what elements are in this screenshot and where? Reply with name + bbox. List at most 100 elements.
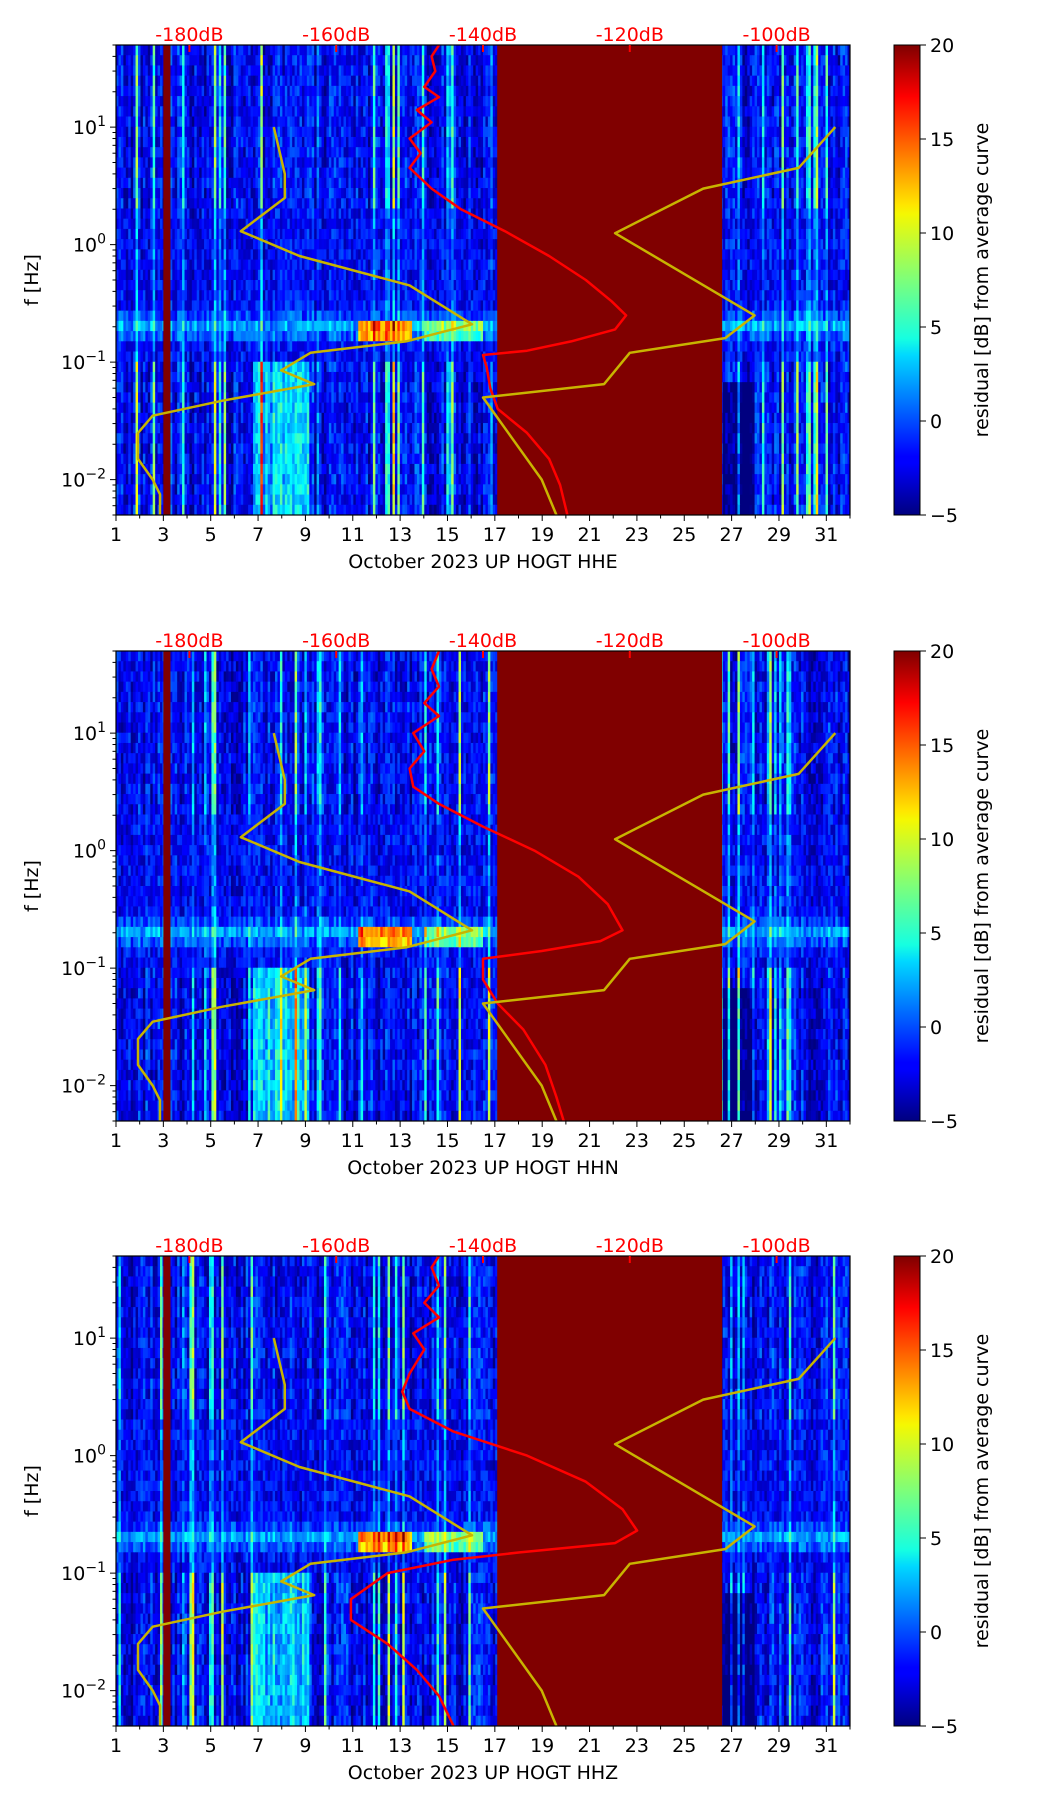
heatmap-cell	[177, 55, 180, 66]
heatmap-cell	[290, 137, 293, 148]
heatmap-cell	[246, 117, 249, 128]
heatmap-cell	[339, 127, 342, 138]
heatmap-cell	[199, 106, 202, 117]
heatmap-cell	[246, 86, 249, 97]
heatmap-cell	[211, 96, 214, 107]
heatmap-cell	[344, 106, 347, 117]
heatmap-cell	[231, 76, 234, 87]
heatmap-cell	[772, 65, 775, 76]
heatmap-cell	[828, 96, 831, 107]
heatmap-cell	[202, 65, 205, 76]
heatmap-cell	[767, 106, 770, 117]
heatmap-cell	[417, 117, 420, 128]
heatmap-cell	[344, 76, 347, 87]
heatmap-cell	[307, 55, 310, 66]
heatmap-cell	[806, 127, 809, 138]
heatmap-cell	[341, 96, 344, 107]
heatmap-cell	[794, 45, 797, 56]
heatmap-cell	[233, 137, 236, 148]
heatmap-cell	[258, 86, 261, 97]
heatmap-cell	[348, 76, 351, 87]
heatmap-cell	[287, 45, 290, 56]
heatmap-cell	[830, 106, 833, 117]
heatmap-cell	[231, 106, 234, 117]
heatmap-cell	[185, 55, 188, 66]
heatmap-cell	[172, 96, 175, 107]
heatmap-cell	[131, 86, 134, 97]
heatmap-cell	[378, 45, 381, 56]
heatmap-cell	[476, 127, 479, 138]
heatmap-cell	[346, 96, 349, 107]
heatmap-cell	[400, 45, 403, 56]
heatmap-cell	[759, 65, 762, 76]
heatmap-cell	[725, 76, 728, 87]
heatmap-cell	[826, 76, 829, 87]
heatmap-cell	[361, 137, 364, 148]
heatmap-cell	[485, 86, 488, 97]
heatmap-cell	[476, 86, 479, 97]
heatmap-cell	[400, 106, 403, 117]
heatmap-cell	[236, 127, 239, 138]
heatmap-cell	[446, 127, 449, 138]
heatmap-cell	[762, 65, 765, 76]
heatmap-cell	[427, 55, 430, 66]
heatmap-cell	[253, 55, 256, 66]
heatmap-cell	[463, 137, 466, 148]
heatmap-cell	[334, 76, 337, 87]
heatmap-cell	[806, 55, 809, 66]
heatmap-cell	[828, 65, 831, 76]
heatmap-cell	[361, 55, 364, 66]
heatmap-cell	[211, 45, 214, 56]
heatmap-cell	[207, 106, 210, 117]
heatmap-cell	[400, 117, 403, 128]
heatmap-cell	[801, 117, 804, 128]
heatmap-cell	[750, 117, 753, 128]
heatmap-cell	[319, 127, 322, 138]
heatmap-cell	[444, 45, 447, 56]
heatmap-cell	[750, 106, 753, 117]
heatmap-cell	[461, 117, 464, 128]
heatmap-cell	[816, 106, 819, 117]
heatmap-cell	[238, 117, 241, 128]
heatmap-cell	[270, 117, 273, 128]
heatmap-cell	[838, 106, 841, 117]
heatmap-cell	[229, 96, 232, 107]
heatmap-cell	[466, 127, 469, 138]
heatmap-cell	[777, 65, 780, 76]
heatmap-cell	[226, 96, 229, 107]
heatmap-cell	[248, 127, 251, 138]
heatmap-cell	[172, 127, 175, 138]
heatmap-cell	[737, 106, 740, 117]
heatmap-cell	[723, 76, 726, 87]
heatmap-cell	[845, 45, 848, 56]
heatmap-cell	[280, 117, 283, 128]
heatmap-cell	[172, 137, 175, 148]
heatmap-cell	[118, 65, 121, 76]
heatmap-cell	[236, 55, 239, 66]
heatmap-cell	[339, 106, 342, 117]
heatmap-cell	[791, 65, 794, 76]
heatmap-cell	[402, 76, 405, 87]
heatmap-cell	[255, 137, 258, 148]
heatmap-cell	[251, 45, 254, 56]
heatmap-cell	[459, 137, 462, 148]
heatmap-cell	[804, 65, 807, 76]
heatmap-cell	[419, 137, 422, 148]
heatmap-cell	[189, 96, 192, 107]
heatmap-cell	[265, 137, 268, 148]
heatmap-cell	[395, 45, 398, 56]
heatmap-cell	[808, 96, 811, 107]
heatmap-cell	[730, 96, 733, 107]
heatmap-cell	[454, 117, 457, 128]
heatmap-cell	[777, 117, 780, 128]
heatmap-cell	[251, 65, 254, 76]
heatmap-cell	[182, 65, 185, 76]
heatmap-cell	[270, 106, 273, 117]
heatmap-cell	[123, 55, 126, 66]
heatmap-cell	[314, 127, 317, 138]
heatmap-cell	[808, 117, 811, 128]
heatmap-cell	[265, 76, 268, 87]
heatmap-cell	[300, 76, 303, 87]
heatmap-cell	[397, 76, 400, 87]
heatmap-cell	[280, 45, 283, 56]
